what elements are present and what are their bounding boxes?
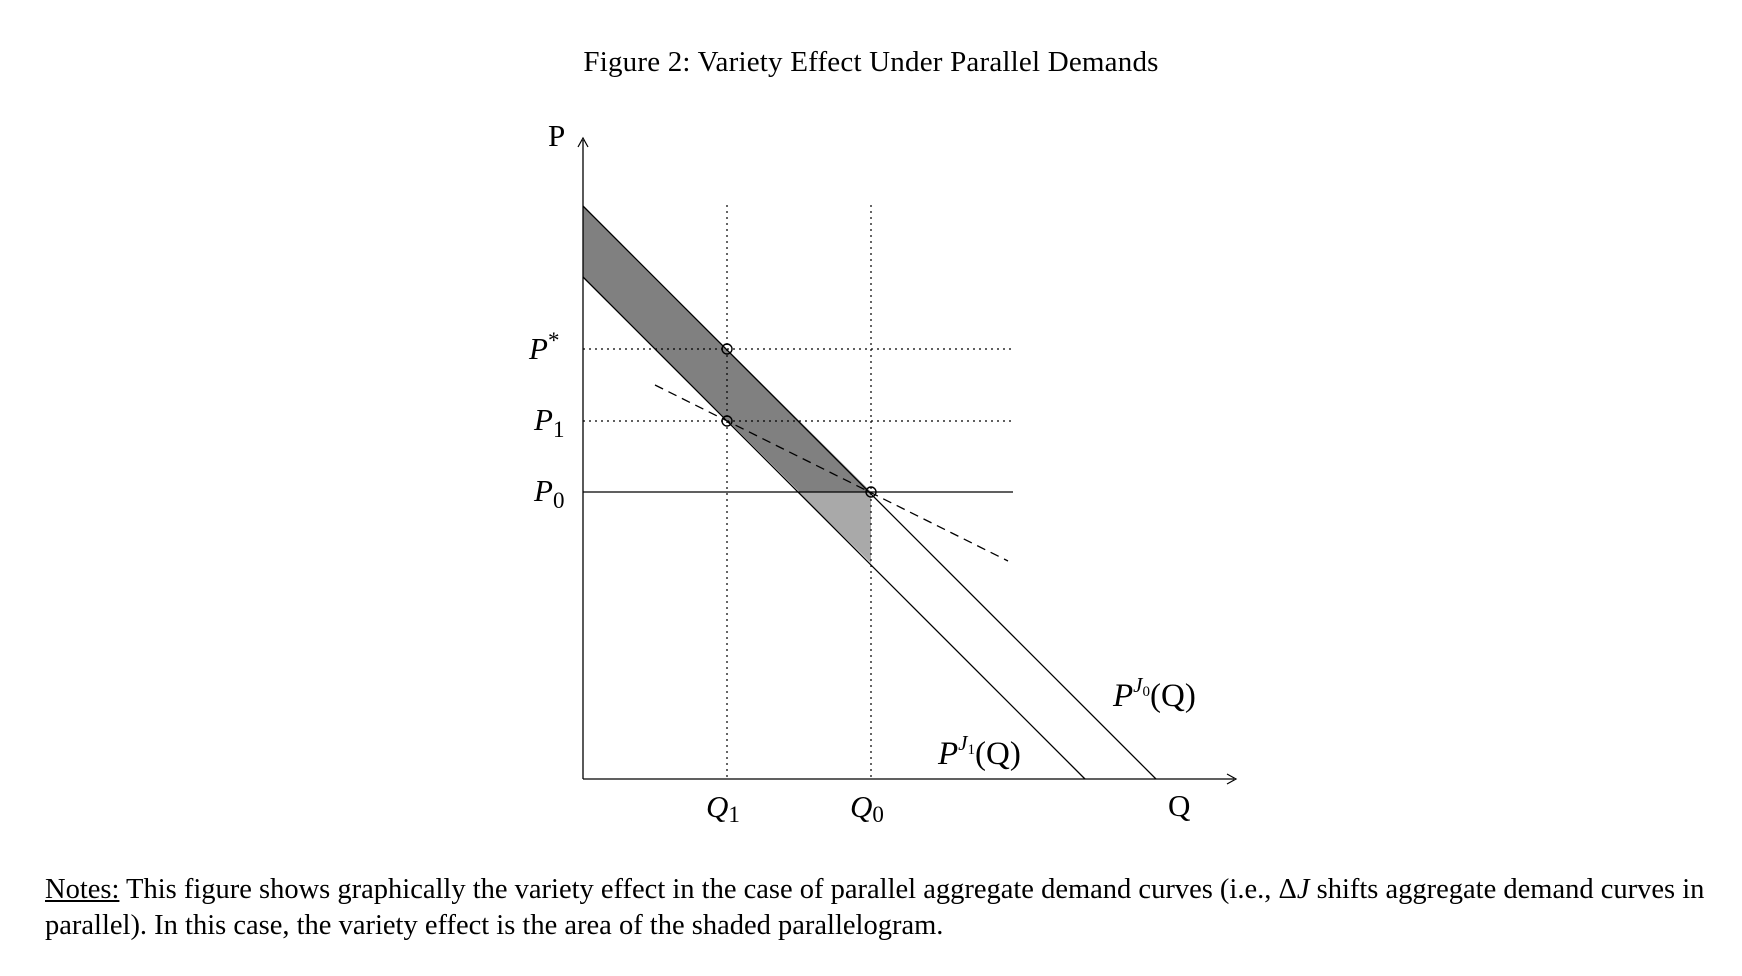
demand-curve-j0 bbox=[582, 205, 1157, 780]
point-p0-q0 bbox=[865, 486, 877, 498]
y-axis-arrow bbox=[577, 136, 589, 148]
y-axis-label: P bbox=[548, 118, 565, 153]
demand-j1-label: PJ1(Q) bbox=[937, 731, 1021, 772]
shaded-parallelogram bbox=[583, 206, 871, 563]
figure-notes: Notes: This figure shows graphically the… bbox=[45, 872, 1725, 944]
figure-title: Figure 2: Variety Effect Under Parallel … bbox=[583, 46, 1159, 78]
p-star-label: P* bbox=[528, 328, 559, 366]
q0-label: Q0 bbox=[850, 789, 884, 827]
p1-label: P1 bbox=[533, 402, 564, 442]
dashed-line bbox=[654, 384, 1009, 562]
notes-text-start: This figure shows graphically the variet… bbox=[119, 874, 1279, 905]
x-axis-arrow bbox=[1226, 773, 1238, 785]
delta-symbol: Δ bbox=[1278, 874, 1297, 905]
q1-label: Q1 bbox=[706, 789, 740, 827]
point-p1-q1 bbox=[721, 415, 733, 427]
x-axis-label: Q bbox=[1168, 788, 1190, 823]
notes-text-end: shifts aggregate demand curves in parall… bbox=[45, 874, 1705, 941]
notes-label: Notes: bbox=[45, 874, 120, 905]
delta-variable: J bbox=[1296, 874, 1310, 905]
demand-curve-j1 bbox=[582, 276, 1086, 780]
p0-label: P0 bbox=[533, 473, 564, 513]
point-p-star-q1 bbox=[721, 343, 733, 355]
demand-j0-label: PJ0(Q) bbox=[1112, 673, 1196, 714]
variety-effect-diagram: P Q P* P1 P0 Q1 Q0 PJ0(Q) PJ1(Q) bbox=[528, 118, 1238, 827]
